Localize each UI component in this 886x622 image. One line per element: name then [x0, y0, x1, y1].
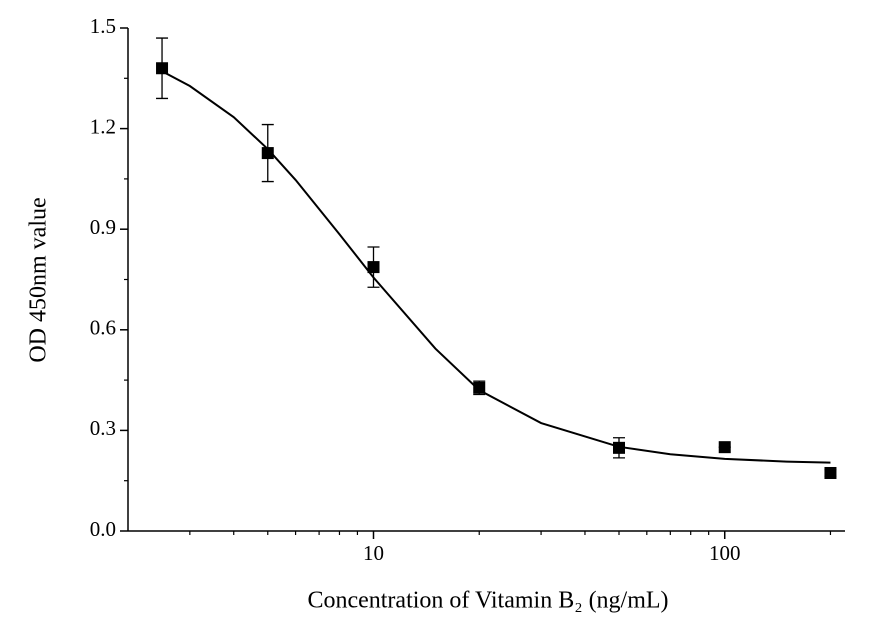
y-tick-label: 0.9 — [90, 215, 116, 239]
data-point — [156, 62, 169, 75]
x-tick-label: 100 — [709, 541, 741, 565]
y-tick-label: 0.6 — [90, 316, 116, 340]
data-point — [261, 147, 274, 160]
y-tick-label: 0.0 — [90, 517, 116, 541]
y-tick-label: 1.2 — [90, 114, 116, 138]
x-axis-label: Concentration of Vitamin B₂ (ng/mL) — [307, 588, 668, 614]
y-axis-label: OD 450nm value — [26, 197, 52, 362]
data-point — [367, 261, 380, 274]
y-tick-label: 1.5 — [90, 14, 116, 38]
data-point — [824, 466, 837, 479]
data-point — [718, 441, 731, 454]
fit-curve — [161, 70, 831, 464]
x-tick-label: 10 — [363, 541, 384, 565]
y-tick-label: 0.3 — [90, 416, 116, 440]
